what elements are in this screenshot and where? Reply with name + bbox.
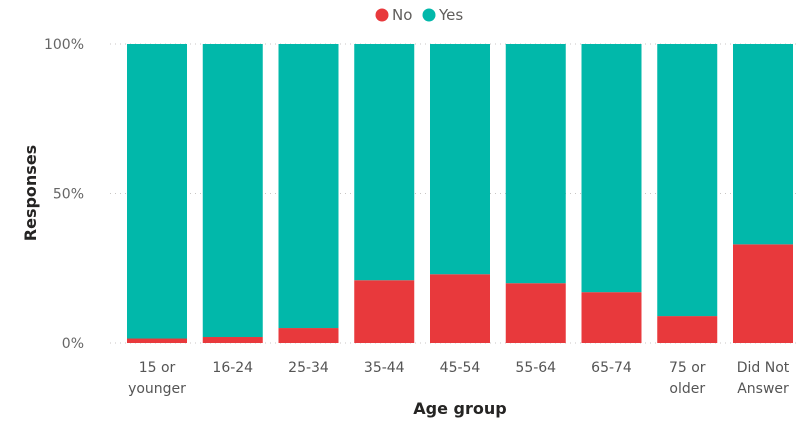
legend-marker-yes — [422, 8, 436, 22]
legend-marker-no — [375, 8, 389, 22]
x-tick-label: 15 or — [139, 360, 176, 376]
bar-yes — [202, 44, 263, 338]
legend-label-no: No — [392, 6, 412, 24]
x-tick-label: older — [669, 381, 705, 397]
x-tick-label: 16-24 — [212, 360, 253, 376]
x-axis-title: Age group — [413, 399, 506, 418]
bar-no — [505, 283, 566, 343]
x-tick-label: 35-44 — [364, 360, 405, 376]
bar-yes — [733, 44, 793, 245]
bar-no — [278, 328, 339, 343]
bar-yes — [505, 44, 566, 284]
bar-no — [202, 337, 263, 343]
y-tick-label: 0% — [62, 336, 84, 352]
x-tick-label: 55-64 — [515, 360, 556, 376]
bar-no — [733, 244, 793, 343]
bar-no — [581, 292, 642, 343]
bar-yes — [430, 44, 490, 275]
bar-no — [430, 274, 490, 343]
bar-yes — [278, 44, 339, 329]
x-tick-label: 45-54 — [440, 360, 481, 376]
x-tick-label: 25-34 — [288, 360, 329, 376]
legend: No Yes — [375, 6, 463, 24]
bar-no — [354, 280, 415, 343]
bar-yes — [127, 44, 187, 339]
y-axis-title: Responses — [21, 145, 40, 241]
x-tick-label: Answer — [737, 381, 789, 397]
bar-yes — [581, 44, 642, 293]
x-tick-label: Did Not — [737, 360, 790, 376]
x-tick-label: 65-74 — [591, 360, 632, 376]
x-tick-label: younger — [128, 381, 186, 397]
y-tick-label: 50% — [53, 187, 84, 203]
bar-yes — [354, 44, 415, 281]
y-tick-label: 100% — [44, 37, 84, 53]
x-tick-label: 75 or — [669, 360, 706, 376]
bars — [127, 44, 793, 343]
x-axis-ticks: 15 or younger 16-24 25-34 35-44 45-54 55-64 65-… — [128, 360, 790, 397]
bar-no — [127, 338, 187, 343]
y-axis-ticks: 0% 50% 100% — [44, 37, 84, 352]
bar-no — [657, 316, 718, 343]
bar-yes — [657, 44, 718, 317]
legend-label-yes: Yes — [438, 6, 463, 24]
